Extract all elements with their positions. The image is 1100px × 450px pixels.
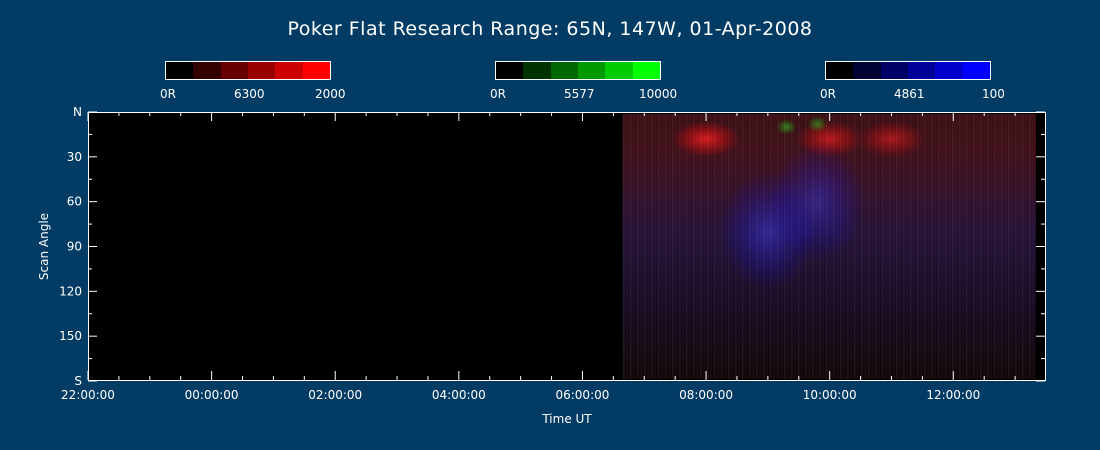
colorbar-5577-wavelength-label: 5577	[564, 87, 595, 101]
colorbar-5577-scale	[495, 61, 661, 80]
colorbar-4861-segment	[935, 62, 963, 79]
colorbar-6300: 0R 6300 2000	[160, 61, 346, 101]
x-tick-label: 04:00:00	[432, 388, 486, 402]
y-tick-label: S	[74, 374, 82, 388]
y-axis-label: Scan Angle	[37, 213, 51, 280]
y-tick-label: 30	[67, 150, 82, 164]
colorbar-5577: 0R 5577 10000	[490, 61, 677, 101]
colorbar-5577-segment	[632, 62, 660, 79]
y-tick-label: 60	[67, 195, 82, 209]
colorbar-4861-segment	[826, 62, 854, 79]
colorbar-5577-segment	[523, 62, 551, 79]
colorbar-6300-segment	[302, 62, 330, 79]
x-tick-label: 02:00:00	[308, 388, 362, 402]
x-tick-label: 10:00:00	[803, 388, 857, 402]
aurora-data-layer	[622, 114, 1036, 379]
colorbar-4861-min-label: 0R	[820, 87, 836, 101]
colorbar-6300-segment	[275, 62, 303, 79]
colorbar-6300-segment	[220, 62, 248, 79]
x-tick-label: 00:00:00	[185, 388, 239, 402]
colorbar-4861-segment	[853, 62, 881, 79]
colorbar-4861-max-label: 100	[982, 87, 1005, 101]
colorbar-5577-segment	[605, 62, 633, 79]
axes: 22:00:00 00:00:00 02:00:00 04:00:00 06:00:00…	[59, 105, 1045, 402]
colorbar-6300-segment	[247, 62, 276, 79]
x-tick-label: 12:00:00	[926, 388, 980, 402]
y-tick-label: 90	[67, 240, 82, 254]
colorbar-5577-segment	[496, 62, 524, 79]
chart-title: Poker Flat Research Range: 65N, 147W, 01…	[287, 18, 813, 40]
data-streaks	[622, 114, 1036, 379]
colorbar-4861-segment	[880, 62, 908, 79]
colorbar-4861-scale	[825, 61, 991, 80]
colorbar-6300-segment	[193, 62, 221, 79]
colorbar-5577-max-label: 10000	[639, 87, 678, 101]
colorbar-5577-min-label: 0R	[490, 87, 506, 101]
colorbar-6300-scale	[165, 61, 331, 80]
colorbar-6300-min-label: 0R	[160, 87, 176, 101]
colorbar-4861-segment	[907, 62, 936, 79]
colorbar-6300-segment	[166, 62, 194, 79]
colorbar-6300-max-label: 2000	[315, 87, 346, 101]
x-tick-label: 22:00:00	[61, 388, 115, 402]
colorbar-5577-segment	[550, 62, 578, 79]
x-tick-label: 06:00:00	[555, 388, 609, 402]
x-tick-label: 08:00:00	[679, 388, 733, 402]
colorbar-6300-wavelength-label: 6300	[234, 87, 265, 101]
colorbar-5577-segment	[577, 62, 606, 79]
colorbar-4861-segment	[962, 62, 990, 79]
colorbar-4861-wavelength-label: 4861	[894, 87, 925, 101]
colorbar-4861: 0R 4861 100	[820, 61, 1005, 101]
y-tick-label: 120	[59, 284, 82, 298]
y-tick-label: N	[73, 105, 82, 119]
y-tick-label: 150	[59, 329, 82, 343]
x-axis-label: Time UT	[541, 412, 592, 426]
